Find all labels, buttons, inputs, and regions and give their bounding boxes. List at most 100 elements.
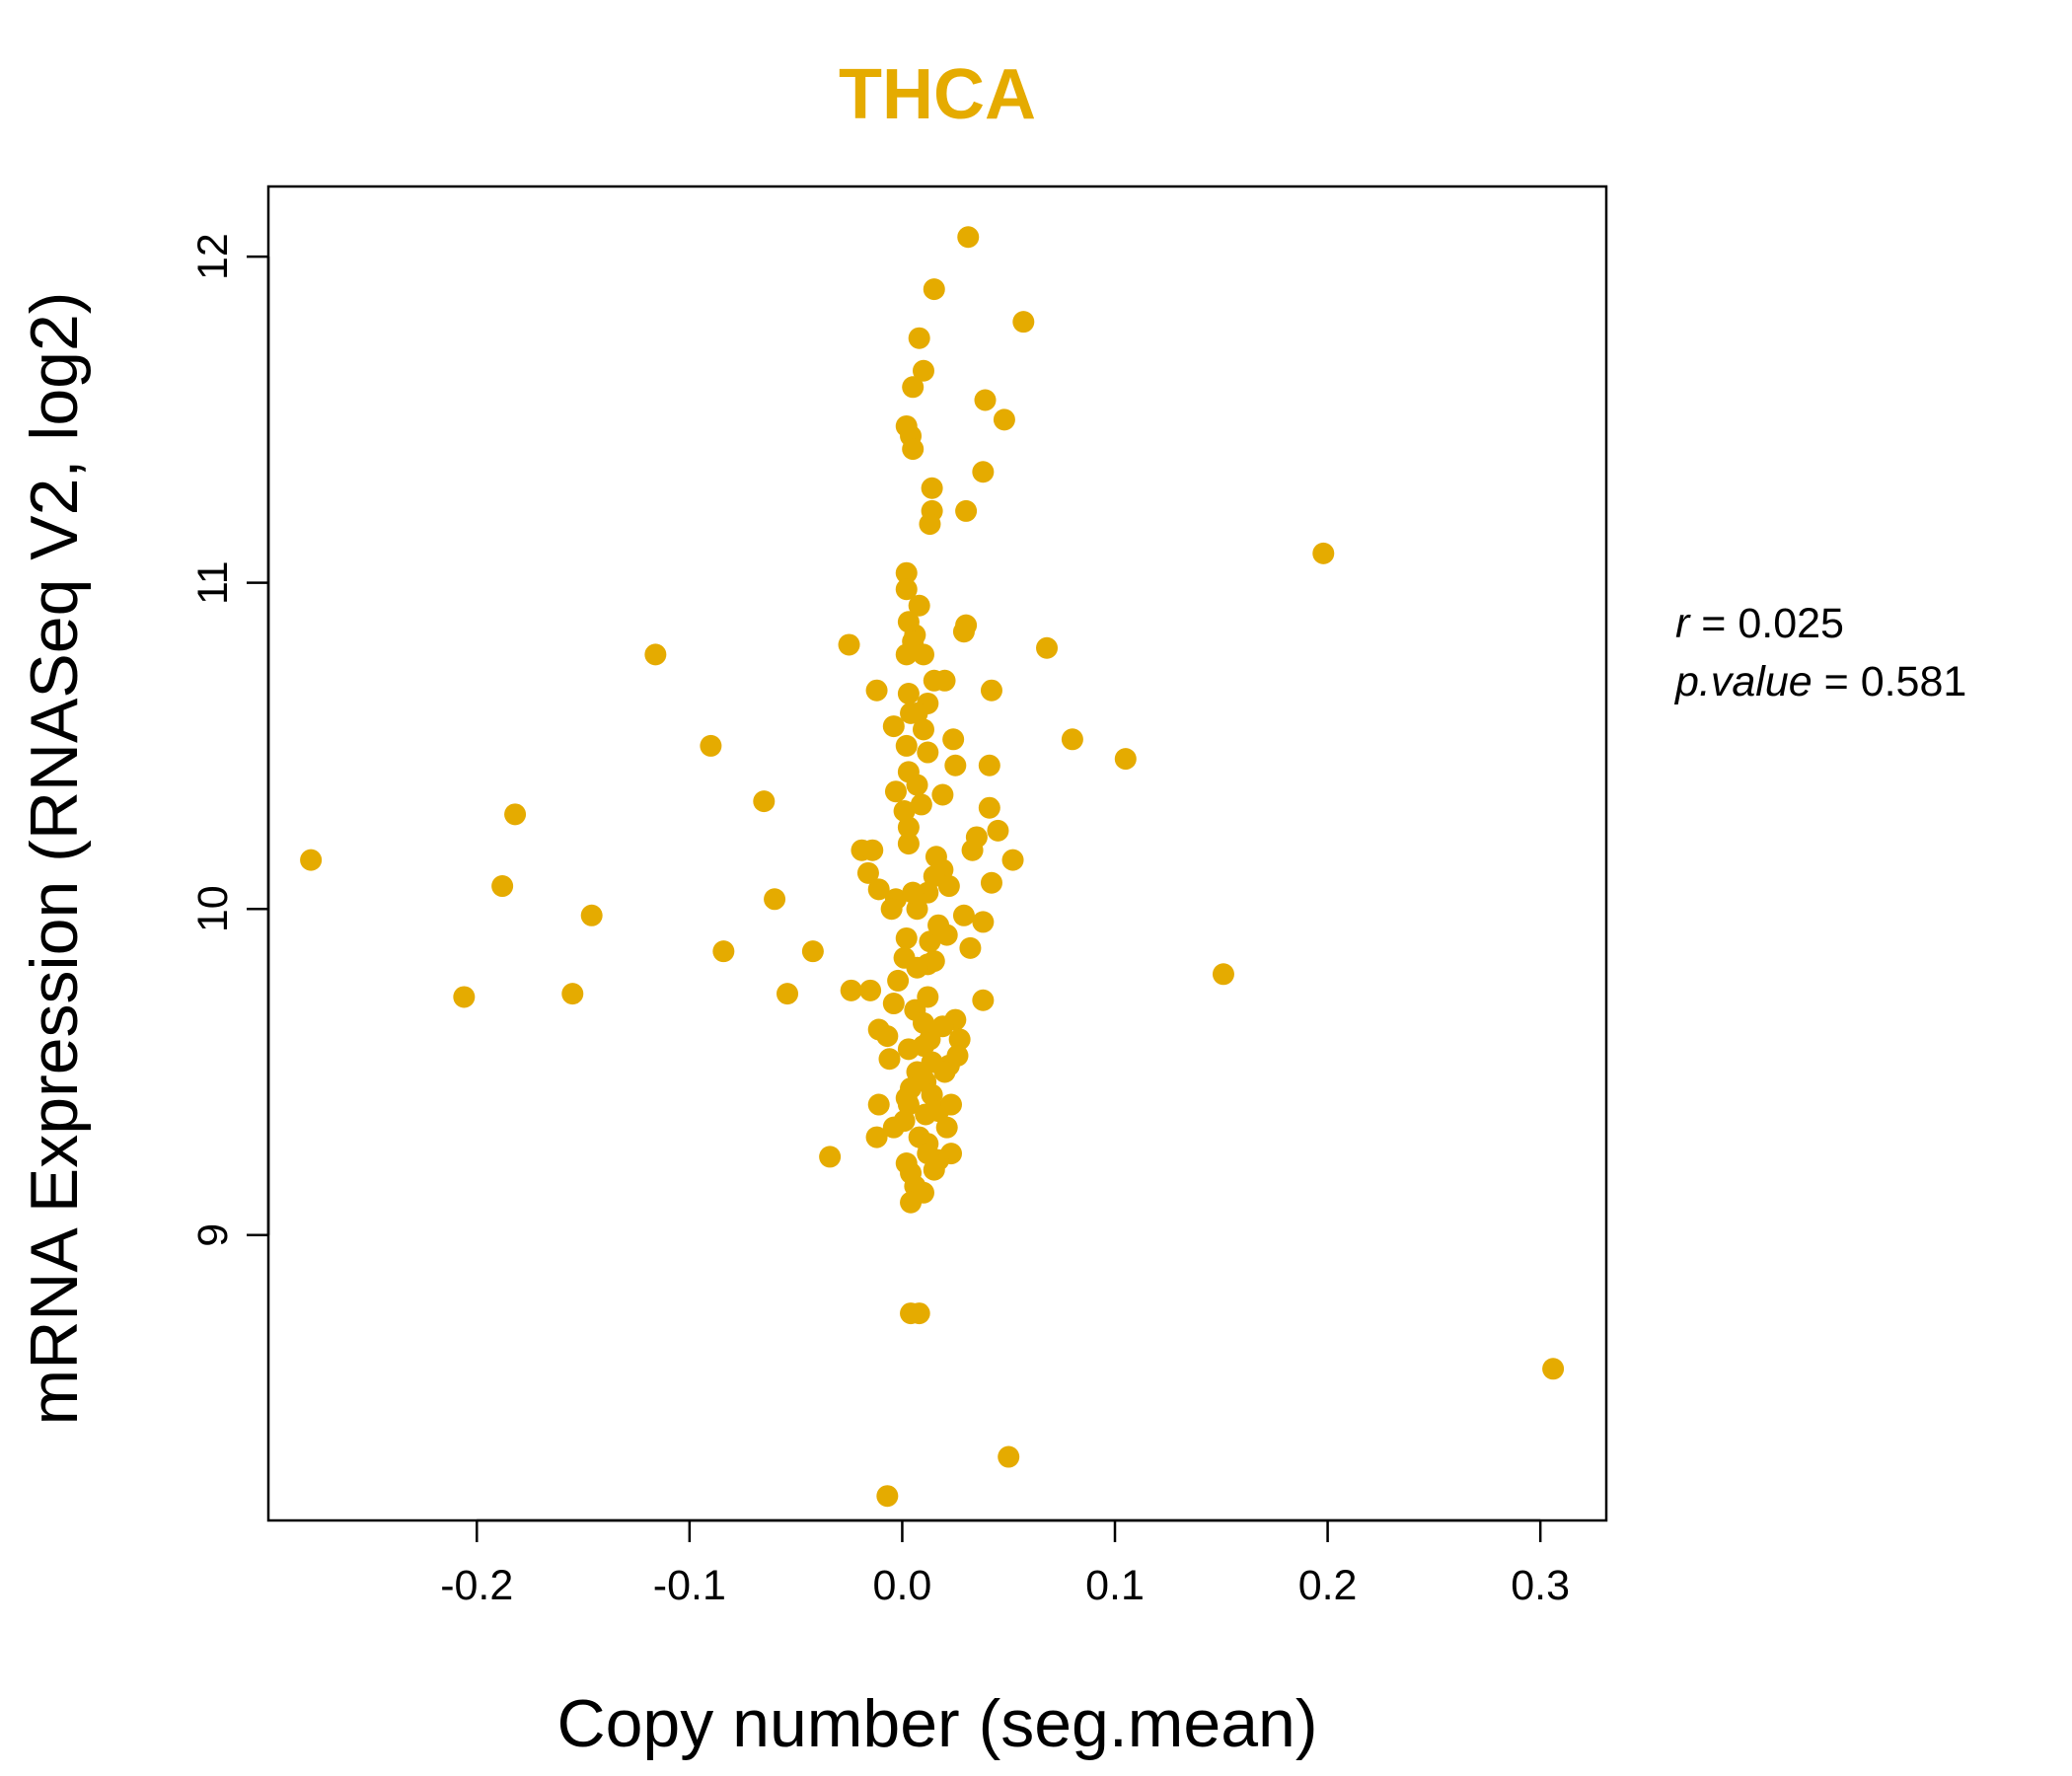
p-equals: = xyxy=(1813,658,1861,705)
data-point xyxy=(906,774,928,796)
data-point xyxy=(876,1025,899,1048)
data-point xyxy=(580,904,603,926)
data-point xyxy=(902,376,925,399)
data-point xyxy=(861,839,884,861)
data-point xyxy=(859,979,882,1001)
p-label: p.value xyxy=(1673,658,1813,705)
data-points xyxy=(300,226,1565,1508)
data-point xyxy=(908,327,930,349)
data-point xyxy=(900,1302,923,1325)
data-point xyxy=(917,986,939,1008)
data-point xyxy=(895,561,918,584)
data-point xyxy=(923,1158,945,1181)
y-tick-label: 9 xyxy=(189,1223,237,1247)
data-point xyxy=(919,930,941,953)
data-point xyxy=(927,914,950,936)
data-point xyxy=(876,1485,899,1508)
data-point xyxy=(952,904,975,926)
data-point xyxy=(1012,311,1035,333)
data-point xyxy=(948,1028,971,1051)
data-point xyxy=(865,679,888,702)
data-point xyxy=(942,728,965,751)
y-tick-label: 10 xyxy=(189,885,237,932)
data-point xyxy=(838,633,860,656)
r-value: 0.025 xyxy=(1738,600,1844,647)
data-point xyxy=(1212,963,1234,986)
x-axis-label: Copy number (seg.mean) xyxy=(556,1686,1317,1761)
data-point xyxy=(940,1093,963,1116)
data-point xyxy=(912,643,934,666)
data-point xyxy=(801,940,824,963)
data-point xyxy=(921,477,943,499)
data-point xyxy=(935,1116,958,1139)
data-point xyxy=(915,1103,937,1126)
data-point xyxy=(1061,728,1083,751)
data-point xyxy=(878,1048,901,1071)
data-point xyxy=(753,790,776,813)
x-tick-label: 0.2 xyxy=(1298,1562,1358,1609)
data-point xyxy=(300,849,323,871)
data-point xyxy=(987,819,1009,842)
y-tick-label: 12 xyxy=(189,233,237,280)
data-point xyxy=(504,803,527,826)
data-point xyxy=(882,1116,905,1139)
data-point xyxy=(712,940,735,963)
data-point xyxy=(840,979,862,1001)
data-point xyxy=(777,983,799,1005)
data-point xyxy=(917,881,939,904)
y-axis: 9 10 11 12 xyxy=(189,233,270,1247)
data-point xyxy=(910,793,932,816)
data-point xyxy=(561,983,584,1005)
data-point xyxy=(882,993,905,1015)
data-point xyxy=(974,389,997,411)
data-point xyxy=(993,408,1015,431)
data-point xyxy=(887,969,910,992)
y-tick-label: 11 xyxy=(189,560,237,605)
y-axis-label: mRNA Expression (RNASeq V2, log2) xyxy=(17,292,92,1426)
data-point xyxy=(998,1445,1020,1468)
data-point xyxy=(917,741,939,764)
data-point xyxy=(867,1093,890,1116)
r-equals: = xyxy=(1689,600,1738,647)
data-point xyxy=(923,278,945,301)
data-point xyxy=(644,643,667,666)
data-point xyxy=(955,499,978,522)
x-axis: -0.2 -0.1 0.0 0.1 0.2 0.3 xyxy=(440,1518,1570,1609)
data-point xyxy=(946,1044,969,1067)
data-point xyxy=(921,1083,943,1106)
data-point xyxy=(902,438,925,461)
data-point xyxy=(906,898,928,921)
data-point xyxy=(1312,542,1335,564)
data-point xyxy=(919,513,941,536)
data-point xyxy=(895,578,918,601)
data-point xyxy=(491,875,514,898)
data-point xyxy=(912,1035,934,1058)
data-point xyxy=(1001,849,1024,871)
p-value: 0.581 xyxy=(1861,658,1967,705)
data-point xyxy=(978,796,1000,819)
data-point xyxy=(961,839,984,861)
data-point xyxy=(897,816,920,839)
data-point xyxy=(882,715,905,738)
data-point xyxy=(897,833,920,855)
data-point xyxy=(1036,636,1059,659)
x-tick-label: -0.2 xyxy=(440,1562,513,1609)
data-point xyxy=(972,461,995,483)
data-point xyxy=(1542,1358,1565,1380)
data-point xyxy=(923,865,945,888)
x-tick-label: 0.0 xyxy=(873,1562,932,1609)
data-point xyxy=(897,683,920,705)
data-point xyxy=(912,359,934,382)
r-label: r xyxy=(1675,600,1691,647)
data-point xyxy=(1114,748,1137,771)
data-point xyxy=(944,754,967,777)
data-point xyxy=(900,1191,923,1214)
data-point xyxy=(980,679,1002,702)
data-point xyxy=(959,936,982,959)
data-point xyxy=(895,926,918,949)
data-point xyxy=(897,1093,920,1116)
data-point xyxy=(764,888,786,911)
x-tick-label: 0.3 xyxy=(1511,1562,1570,1609)
data-point xyxy=(980,871,1002,894)
